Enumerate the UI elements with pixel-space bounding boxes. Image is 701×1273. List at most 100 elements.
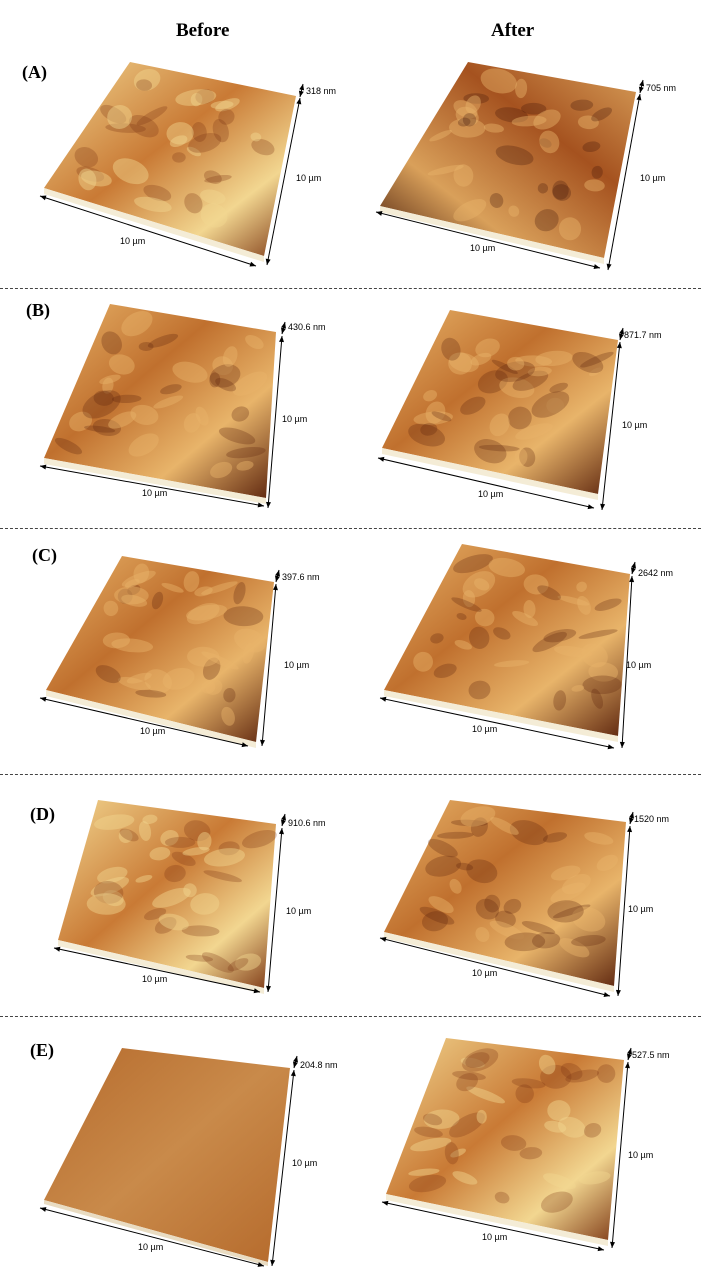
surface-feature (423, 1109, 460, 1129)
arrowhead (290, 1070, 296, 1077)
surface-feature (477, 370, 508, 394)
surface-feature (431, 411, 452, 422)
surface-feature (408, 423, 446, 447)
surface-feature (250, 132, 262, 142)
surface-feature (138, 341, 154, 352)
arrowhead (597, 1246, 604, 1252)
arrowhead (281, 327, 286, 334)
surface-feature (117, 588, 133, 604)
surface-feature (577, 115, 599, 130)
surface-feature (194, 586, 213, 597)
surface-feature (462, 113, 477, 127)
depth-axis (607, 93, 641, 271)
surface-feature (466, 859, 498, 884)
surface-feature (93, 390, 114, 406)
surface-feature (107, 105, 133, 129)
surface-feature (462, 1048, 499, 1072)
surface-feature (470, 352, 492, 366)
surface-feature (154, 916, 177, 934)
surface-feature (226, 446, 266, 459)
surface-edge (44, 188, 264, 262)
surface-feature (221, 706, 235, 726)
arrowhead (639, 80, 645, 87)
z-height-label: 910.6 nm (288, 818, 326, 828)
surface-feature (158, 913, 189, 931)
surface-base (44, 304, 276, 498)
arrowhead (378, 456, 385, 462)
arrowhead (281, 819, 286, 826)
surface-feature (581, 643, 608, 668)
surface-feature (218, 109, 235, 125)
surface-feature (495, 910, 516, 928)
surface-feature (242, 642, 255, 664)
surface-feature (474, 578, 490, 591)
surface-feature (69, 411, 93, 432)
surface-feature (430, 633, 444, 644)
surface-feature (521, 921, 556, 935)
width-axis (379, 937, 611, 997)
surface-feature (594, 598, 622, 611)
z-height-label: 204.8 nm (300, 1060, 338, 1070)
surface-feature (143, 184, 172, 202)
arrowhead (293, 1056, 298, 1063)
arrowhead (607, 744, 614, 750)
surface-feature (121, 570, 156, 587)
arrowhead (298, 90, 304, 97)
surface-feature (127, 584, 141, 596)
width-axis (39, 1207, 265, 1267)
surface-feature (582, 675, 622, 695)
surface-feature (169, 135, 188, 148)
surface-feature (183, 571, 200, 592)
row-label-b: (B) (26, 300, 50, 320)
arrowhead (629, 576, 635, 583)
surface-feature (419, 906, 455, 925)
surface-feature (108, 354, 135, 375)
surface-feature (232, 371, 268, 396)
surface-feature (462, 571, 496, 598)
surface-feature (54, 437, 83, 455)
surface-feature (577, 595, 591, 615)
surface-feature (135, 874, 153, 883)
surface-feature (540, 1064, 572, 1089)
surface-feature (476, 1109, 487, 1124)
surface-feature (128, 114, 159, 138)
surface-feature (135, 689, 167, 698)
surface-feature (507, 356, 525, 371)
surface-feature (469, 626, 490, 649)
surface-feature (449, 878, 462, 894)
arrowhead (296, 98, 302, 105)
arrowhead (270, 1259, 276, 1266)
surface-feature (175, 89, 217, 106)
afm-surface-before-e (44, 1048, 290, 1266)
surface-feature (121, 310, 153, 337)
surface-feature (82, 390, 121, 419)
surface-feature (543, 1173, 576, 1190)
surface-feature (549, 382, 568, 393)
width-label: 10 µm (142, 488, 167, 498)
surface-feature (503, 898, 522, 914)
surface-feature (519, 447, 536, 467)
width-axis (377, 457, 595, 509)
depth-axis (611, 1061, 629, 1249)
surface-base (382, 310, 618, 494)
surface-feature (449, 118, 486, 138)
surface-feature (181, 925, 220, 937)
width-label: 10 µm (142, 974, 167, 984)
surface-feature (209, 364, 241, 388)
surface-feature (185, 604, 228, 621)
arrowhead (260, 739, 266, 746)
arrowhead (629, 812, 634, 819)
surface-feature (202, 657, 221, 680)
surface-feature (504, 932, 546, 952)
surface-edge (380, 206, 604, 264)
surface-feature (449, 1112, 485, 1138)
arrowhead (40, 1207, 47, 1212)
surface-feature (185, 954, 214, 962)
surface-feature (437, 831, 474, 839)
surface-feature (212, 356, 234, 376)
afm-surface-after-a (380, 62, 636, 264)
surface-feature (470, 817, 488, 837)
surface-feature (493, 627, 511, 640)
width-label: 10 µm (138, 1242, 163, 1252)
width-label: 10 µm (140, 726, 165, 736)
